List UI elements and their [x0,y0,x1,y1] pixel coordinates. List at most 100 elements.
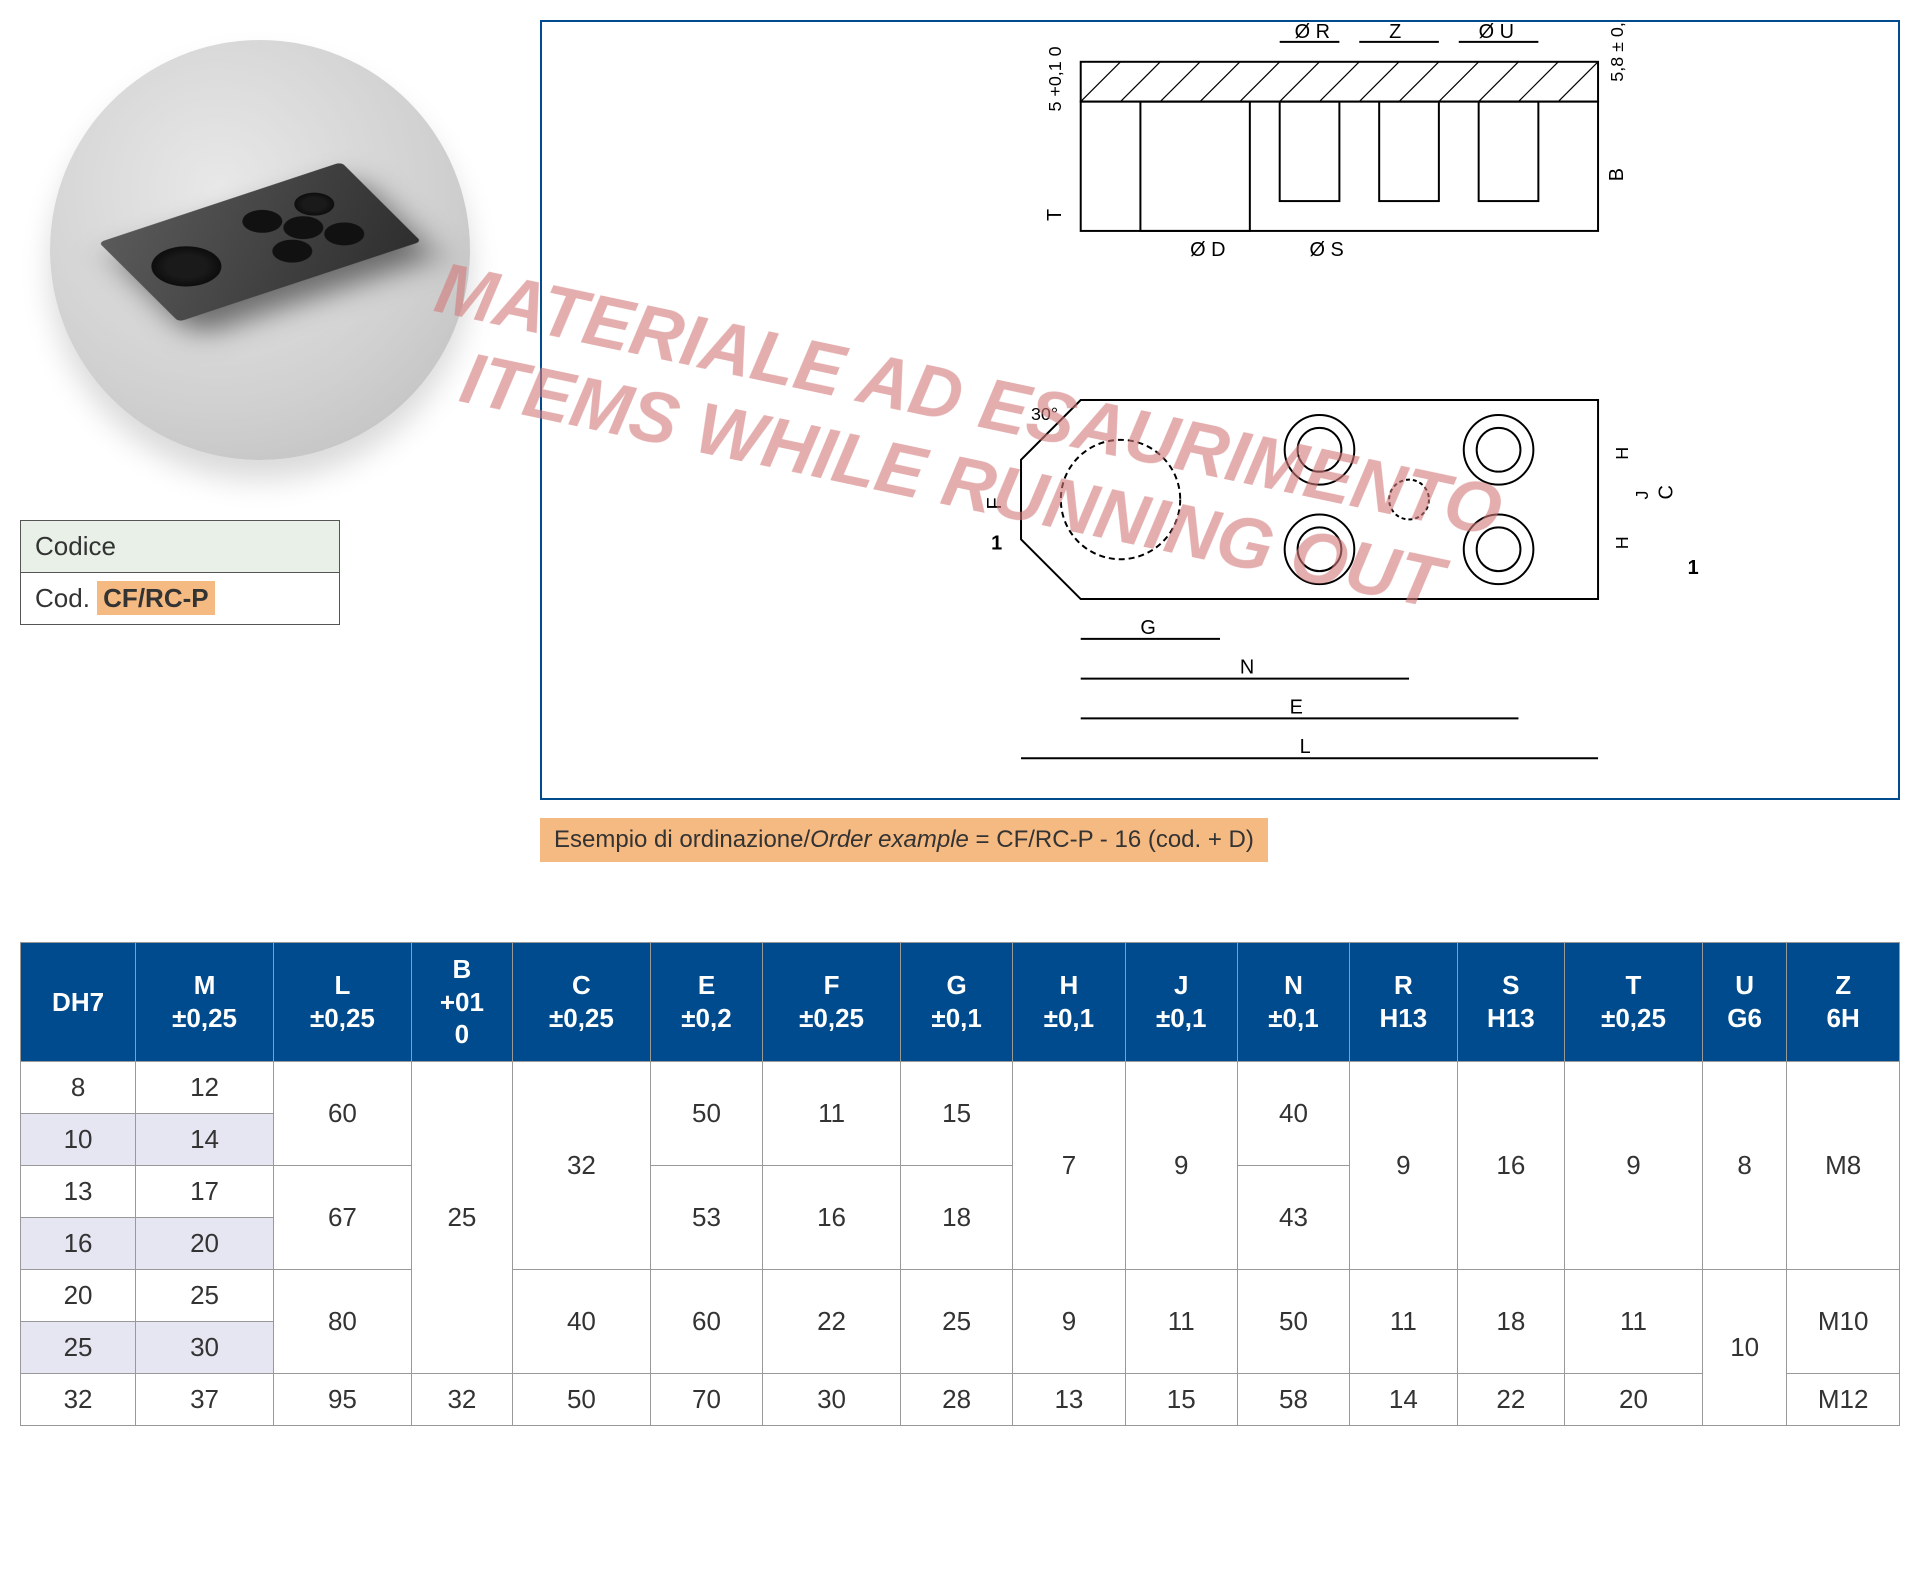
cell: 9 [1125,1061,1237,1269]
col-header: N±0,1 [1237,943,1349,1062]
col-header: L±0,25 [273,943,411,1062]
svg-text:T: T [1044,209,1066,221]
svg-text:Z: Z [1389,22,1401,43]
cell: 95 [273,1373,411,1425]
col-header: RH13 [1350,943,1457,1062]
svg-text:Ø S: Ø S [1310,239,1344,261]
cell: M10 [1787,1269,1900,1373]
cell: 7 [1013,1061,1125,1269]
cell: 50 [1237,1269,1349,1373]
cell: M12 [1787,1373,1900,1425]
svg-text:L: L [1300,736,1311,758]
svg-text:F: F [984,497,1006,509]
cell: 13 [1013,1373,1125,1425]
cell: 9 [1565,1061,1703,1269]
cell: 20 [21,1269,136,1321]
cell: 16 [763,1165,901,1269]
cell: 60 [650,1269,762,1373]
table-row: 812602532501115794091698M8 [21,1061,1900,1113]
cell: 70 [650,1373,762,1425]
code-box: Codice Cod. CF/RC-P [20,520,340,625]
cell: 60 [273,1061,411,1165]
cell: 16 [1457,1061,1564,1269]
cell: 30 [763,1373,901,1425]
col-header: C±0,25 [512,943,650,1062]
svg-text:5,8 ± 0,1: 5,8 ± 0,1 [1607,22,1627,82]
order-example: Esempio di ordinazione/Order example = C… [540,818,1268,862]
col-header: SH13 [1457,943,1564,1062]
cell: 10 [21,1113,136,1165]
code-box-header: Codice [21,521,339,573]
code-value: CF/RC-P [97,581,214,615]
code-prefix: Cod. [35,583,90,613]
svg-text:J: J [1632,491,1652,500]
cell: 11 [1125,1269,1237,1373]
cell: 14 [1350,1373,1457,1425]
cell: 22 [1457,1373,1564,1425]
order-example-value: CF/RC-P - 16 (cod. + D) [996,826,1254,853]
spec-table: DH7M±0,25L±0,25B+010C±0,25E±0,2F±0,25G±0… [20,942,1900,1426]
cell: 40 [1237,1061,1349,1165]
product-photo [50,40,470,460]
svg-text:C: C [1656,485,1678,499]
cell: 25 [901,1269,1013,1373]
drawing-svg: Ø R Z Ø U 5,8 ± 0,1 5 +0,1 0 T B Ø D Ø S [542,22,1898,798]
svg-text:1: 1 [991,532,1002,554]
cell: 20 [1565,1373,1703,1425]
cell: 12 [136,1061,274,1113]
svg-text:1: 1 [1688,557,1699,579]
cell: 9 [1350,1061,1457,1269]
cell: 13 [21,1165,136,1217]
svg-text:H: H [1612,536,1632,549]
cell: 18 [901,1165,1013,1269]
svg-text:Ø D: Ø D [1190,239,1225,261]
cell: 8 [1702,1061,1786,1269]
cell: 43 [1237,1165,1349,1269]
cell: 10 [1702,1269,1786,1425]
cell: 22 [763,1269,901,1373]
cell: 40 [512,1269,650,1373]
spec-table-body: 812602532501115794091698M810141317675316… [21,1061,1900,1425]
order-example-label-en: Order example [810,826,969,853]
svg-text:B: B [1606,168,1628,181]
col-header: Z6H [1787,943,1900,1062]
cell: 32 [21,1373,136,1425]
col-header: F±0,25 [763,943,901,1062]
cell: 32 [512,1061,650,1269]
svg-text:Ø R: Ø R [1295,22,1330,43]
table-row: 202580406022259115011181110M10 [21,1269,1900,1321]
right-column: Ø R Z Ø U 5,8 ± 0,1 5 +0,1 0 T B Ø D Ø S [540,20,1900,862]
svg-text:N: N [1240,657,1254,679]
top-section: Codice Cod. CF/RC-P [20,20,1900,862]
technical-drawing: Ø R Z Ø U 5,8 ± 0,1 5 +0,1 0 T B Ø D Ø S [540,20,1900,800]
col-header: M±0,25 [136,943,274,1062]
cell: 50 [650,1061,762,1165]
cell: 30 [136,1321,274,1373]
svg-text:E: E [1290,696,1303,718]
col-header: DH7 [21,943,136,1062]
col-header: E±0,2 [650,943,762,1062]
spec-table-head: DH7M±0,25L±0,25B+010C±0,25E±0,2F±0,25G±0… [21,943,1900,1062]
cell: 20 [136,1217,274,1269]
cell: 15 [901,1061,1013,1165]
cell: 18 [1457,1269,1564,1373]
left-column: Codice Cod. CF/RC-P [20,20,500,862]
cell: 11 [763,1061,901,1165]
cell: 11 [1350,1269,1457,1373]
col-header: UG6 [1702,943,1786,1062]
svg-text:H: H [1612,447,1632,460]
order-example-label-it: Esempio di ordinazione [554,826,803,853]
cell: 32 [411,1373,512,1425]
svg-text:G: G [1140,617,1155,639]
col-header: H±0,1 [1013,943,1125,1062]
cell: 53 [650,1165,762,1269]
cell: 25 [411,1061,512,1373]
svg-text:30°: 30° [1031,404,1058,424]
cell: 80 [273,1269,411,1373]
cell: 28 [901,1373,1013,1425]
cell: 25 [136,1269,274,1321]
cell: 25 [21,1321,136,1373]
cell: 9 [1013,1269,1125,1373]
cell: 37 [136,1373,274,1425]
cell: 17 [136,1165,274,1217]
